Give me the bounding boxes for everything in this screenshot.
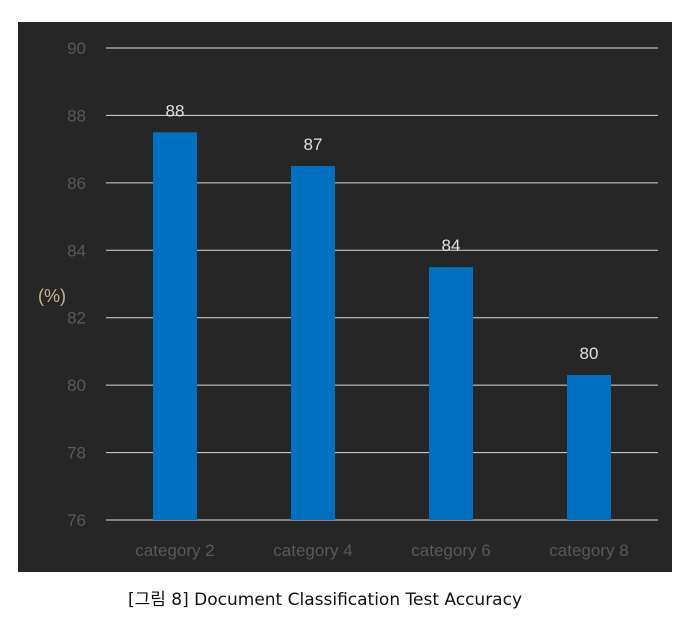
y-tick-label: 88 bbox=[67, 106, 86, 125]
data-label: 80 bbox=[580, 344, 599, 363]
x-tick-label: category 6 bbox=[411, 541, 490, 560]
y-tick-label: 82 bbox=[67, 309, 86, 328]
data-label: 88 bbox=[166, 101, 185, 120]
gridlines bbox=[106, 47, 658, 521]
y-tick-label: 76 bbox=[67, 511, 86, 530]
data-label: 84 bbox=[442, 236, 461, 255]
figure-caption: [그림 8] Document Classification Test Accu… bbox=[127, 590, 523, 610]
chart-panel: 76 78 80 82 84 86 88 90 88 87 84 80 category 2 cate… bbox=[18, 22, 672, 572]
y-tick-label: 80 bbox=[67, 376, 86, 395]
bar bbox=[153, 132, 197, 520]
y-tick-label: 84 bbox=[67, 241, 86, 260]
x-tick-label: category 8 bbox=[549, 541, 628, 560]
bar bbox=[291, 166, 335, 520]
y-axis-ticks: 76 78 80 82 84 86 88 90 bbox=[67, 39, 86, 530]
data-label: 87 bbox=[304, 135, 323, 154]
x-axis-ticks: category 2 category 4 category 6 category 8 bbox=[135, 541, 628, 560]
data-labels: 88 87 84 80 bbox=[166, 101, 599, 363]
bar bbox=[567, 375, 611, 520]
x-tick-label: category 2 bbox=[135, 541, 214, 560]
y-tick-label: 86 bbox=[67, 174, 86, 193]
y-tick-label: 78 bbox=[67, 444, 86, 463]
y-tick-label: 90 bbox=[67, 39, 86, 58]
x-tick-label: category 4 bbox=[273, 541, 352, 560]
bars bbox=[153, 132, 611, 520]
bar bbox=[429, 267, 473, 520]
y-axis-label: (%) bbox=[38, 286, 66, 306]
